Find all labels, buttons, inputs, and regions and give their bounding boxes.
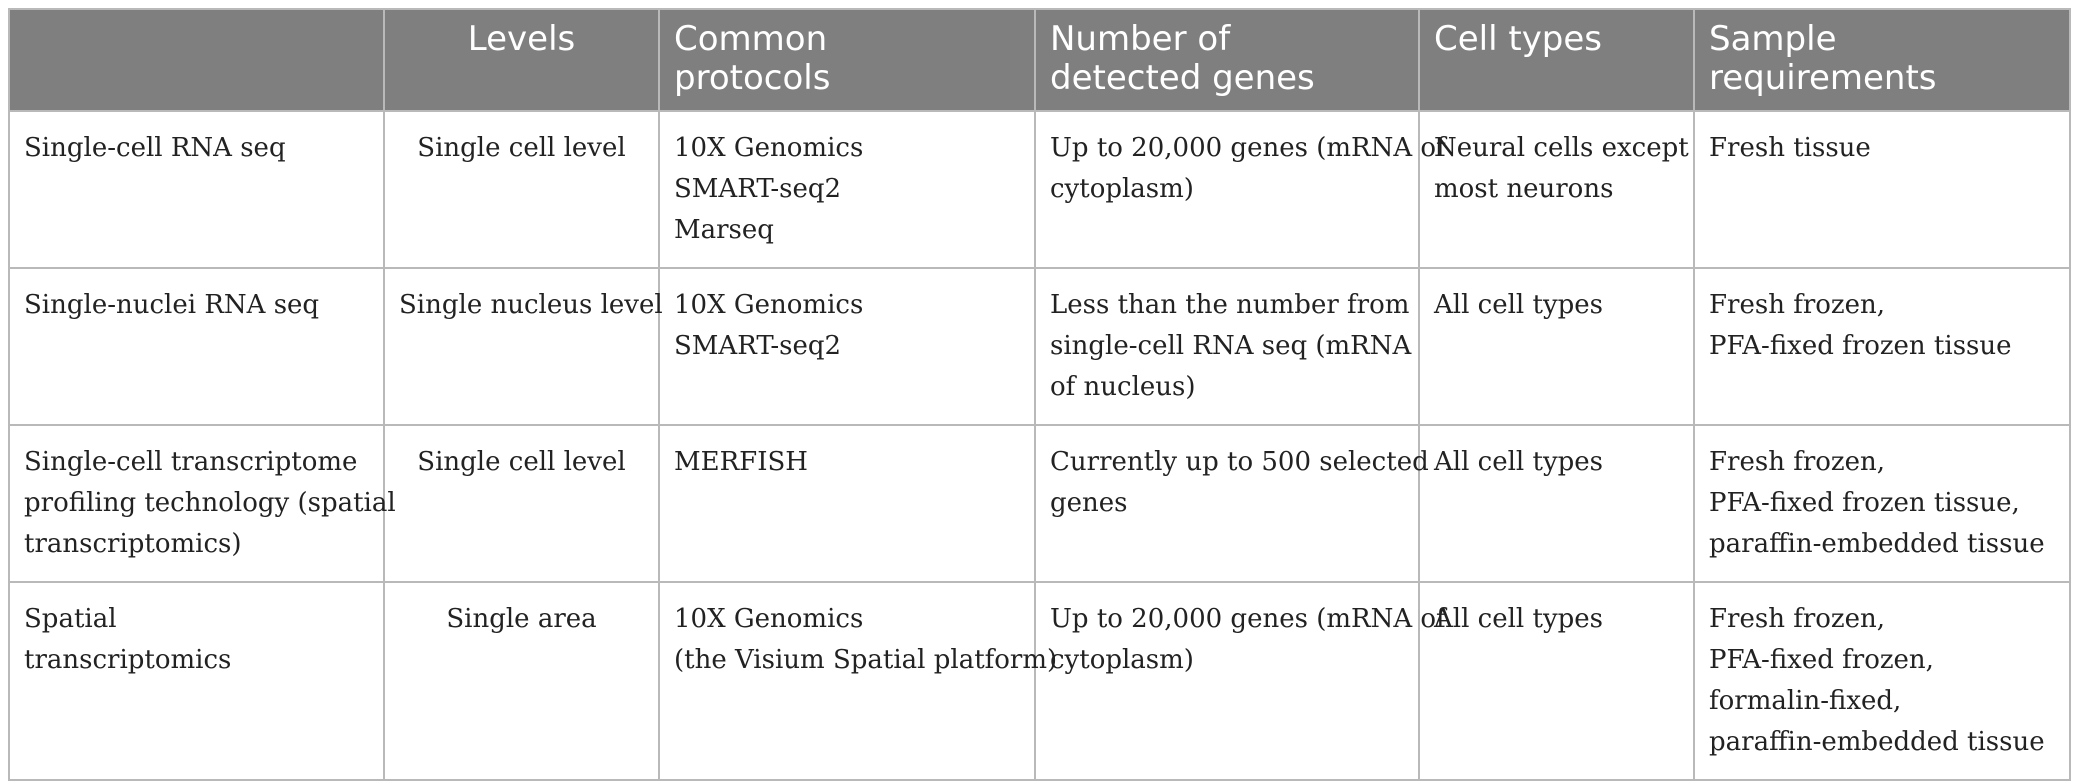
cell-text-line: genes <box>1050 488 1128 518</box>
table-row: Spatial transcriptomics Single area 10X Gen… <box>8 581 2071 781</box>
level-cell: Single cell level <box>383 424 660 583</box>
header-common-protocols: Common protocols <box>658 8 1036 112</box>
protocols-cell: 10X Genomics SMART-seq2 <box>658 267 1036 426</box>
header-sample-requirements: Sample requirements <box>1693 8 2071 112</box>
table-row: Single-cell RNA seq Single cell level 10X … <box>8 110 2071 269</box>
cell-text-line: Single-cell transcriptome <box>24 447 358 477</box>
cell-text-line: profiling technology (spatial <box>24 488 396 518</box>
cell-text-line: Single cell level <box>417 133 626 163</box>
cell-text-line: Less than the number from <box>1050 290 1410 320</box>
header-blank <box>8 8 385 112</box>
cell-text-line: PFA-fixed frozen tissue, <box>1709 488 2020 518</box>
cell-text-line: single-cell RNA seq (mRNA <box>1050 331 1412 361</box>
table-body: Single-cell RNA seq Single cell level 10X … <box>8 110 2071 781</box>
header-text-line: Levels <box>467 19 576 59</box>
genes-cell: Up to 20,000 genes (mRNA of cytoplasm) <box>1034 581 1446 781</box>
cell-text-line: 10X Genomics <box>674 604 864 634</box>
cell-text-line: Neural cells except <box>1434 133 1689 163</box>
method-cell: Single-cell RNA seq <box>8 110 385 269</box>
table-row: Single-cell transcriptome profiling techn… <box>8 424 2071 583</box>
cell-text-line: 10X Genomics <box>674 133 864 163</box>
cell-text-line: Fresh frozen, <box>1709 290 1886 320</box>
cell-text-line: Up to 20,000 genes (mRNA of <box>1050 133 1446 163</box>
protocols-cell: 10X Genomics (the Visium Spatial platform… <box>658 581 1058 781</box>
samples-cell: Fresh frozen, PFA-fixed frozen tissue, par… <box>1693 424 2071 583</box>
cell-text-line: transcriptomics) <box>24 529 242 559</box>
genes-cell: Less than the number from single-cell RNA… <box>1034 267 1420 426</box>
cell-text-line: most neurons <box>1434 174 1614 204</box>
cell-text-line: Single nucleus level <box>399 290 663 320</box>
samples-cell: Fresh frozen, PFA-fixed frozen tissue <box>1693 267 2071 426</box>
cell-types-cell: Neural cells except most neurons <box>1418 110 1695 269</box>
cell-text-line: of nucleus) <box>1050 372 1196 402</box>
cell-text-line: (the Visium Spatial platform) <box>674 645 1058 675</box>
header-row: Levels Common protocols Number of detected g… <box>8 8 2071 112</box>
samples-cell: Fresh tissue <box>1693 110 2071 269</box>
cell-text-line: Up to 20,000 genes (mRNA of <box>1050 604 1446 634</box>
cell-text-line: All cell types <box>1434 290 1604 320</box>
cell-types-cell: All cell types <box>1418 424 1695 583</box>
cell-text-line: Single-cell RNA seq <box>24 133 286 163</box>
header-text-line: protocols <box>674 58 831 98</box>
cell-text-line: cytoplasm) <box>1050 645 1194 675</box>
header-detected-genes: Number of detected genes <box>1034 8 1420 112</box>
cell-types-cell: All cell types <box>1418 267 1695 426</box>
cell-text-line: PFA-fixed frozen, <box>1709 645 1934 675</box>
header-text-line: Cell types <box>1434 19 1603 59</box>
cell-text-line: paraffin-embedded tissue <box>1709 727 2045 757</box>
header-text-line: Common <box>674 19 828 59</box>
header-text-line: detected genes <box>1050 58 1315 98</box>
cell-text-line: Single cell level <box>417 447 626 477</box>
table-header: Levels Common protocols Number of detected g… <box>8 8 2071 112</box>
cell-text-line: Single area <box>446 604 597 634</box>
table-row: Single-nuclei RNA seq Single nucleus leve… <box>8 267 2071 426</box>
header-text-line: Sample <box>1709 19 1837 59</box>
cell-text-line: SMART-seq2 <box>674 174 842 204</box>
header-cell-types: Cell types <box>1418 8 1695 112</box>
cell-text-line: SMART-seq2 <box>674 331 842 361</box>
cell-text-line: 10X Genomics <box>674 290 864 320</box>
comparison-table-container: Levels Common protocols Number of detected g… <box>8 8 2071 781</box>
cell-text-line: MERFISH <box>674 447 808 477</box>
cell-text-line: Fresh frozen, <box>1709 604 1886 634</box>
genes-cell: Up to 20,000 genes (mRNA of cytoplasm) <box>1034 110 1446 269</box>
comparison-table: Levels Common protocols Number of detected g… <box>8 8 2071 781</box>
protocols-cell: 10X Genomics SMART-seq2 Marseq <box>658 110 1036 269</box>
cell-text-line: All cell types <box>1434 447 1604 477</box>
method-cell: Single-cell transcriptome profiling techn… <box>8 424 396 583</box>
cell-text-line: transcriptomics <box>24 645 232 675</box>
genes-cell: Currently up to 500 selected genes <box>1034 424 1429 583</box>
cell-text-line: cytoplasm) <box>1050 174 1194 204</box>
level-cell: Single cell level <box>383 110 660 269</box>
cell-text-line: formalin-fixed, <box>1709 686 1902 716</box>
cell-text-line: Marseq <box>674 215 774 245</box>
protocols-cell: MERFISH <box>658 424 1036 583</box>
cell-text-line: paraffin-embedded tissue <box>1709 529 2045 559</box>
cell-text-line: All cell types <box>1434 604 1604 634</box>
level-cell: Single nucleus level <box>383 267 663 426</box>
header-text-line: requirements <box>1709 58 1937 98</box>
level-cell: Single area <box>383 581 660 781</box>
cell-text-line: Fresh frozen, <box>1709 447 1886 477</box>
header-levels: Levels <box>383 8 660 112</box>
method-cell: Single-nuclei RNA seq <box>8 267 385 426</box>
cell-text-line: Fresh tissue <box>1709 133 1871 163</box>
header-text-line: Number of <box>1050 19 1231 59</box>
cell-text-line: Spatial <box>24 604 117 634</box>
method-cell: Spatial transcriptomics <box>8 581 385 781</box>
cell-types-cell: All cell types <box>1418 581 1695 781</box>
cell-text-line: PFA-fixed frozen tissue <box>1709 331 2012 361</box>
cell-text-line: Single-nuclei RNA seq <box>24 290 320 320</box>
samples-cell: Fresh frozen, PFA-fixed frozen, formalin-f… <box>1693 581 2071 781</box>
cell-text-line: Currently up to 500 selected <box>1050 447 1429 477</box>
